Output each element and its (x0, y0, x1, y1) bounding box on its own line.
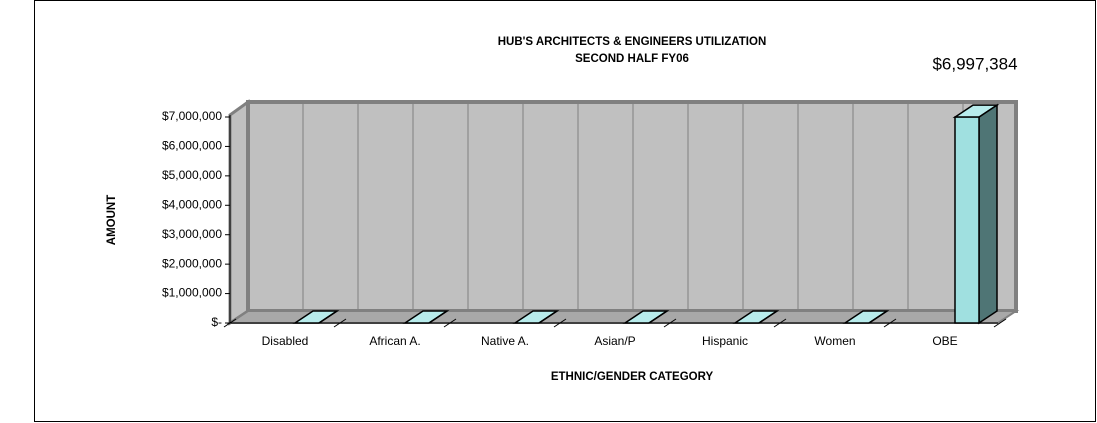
data-label: $6,997,384 (932, 55, 1017, 74)
x-axis-label: ETHNIC/GENDER CATEGORY (551, 371, 714, 383)
x-tick-label: Disabled (262, 334, 309, 348)
bar-side (428, 310, 448, 324)
y-tick-label: $2,000,000 (162, 256, 222, 270)
x-tick (883, 318, 897, 328)
y-tick-label: $7,000,000 (162, 109, 222, 123)
x-tick-label: African A. (369, 334, 420, 348)
bar-side (648, 310, 668, 324)
y-tick-label: $4,000,000 (162, 197, 222, 211)
bar-side (868, 310, 888, 324)
bar-side (538, 310, 558, 324)
x-tick-label: Women (814, 334, 855, 348)
x-tick (993, 318, 1007, 328)
bar-side (978, 103, 998, 325)
y-axis-label: AMOUNT (106, 195, 118, 245)
y-tick-label: $3,000,000 (162, 227, 222, 241)
x-tick (773, 318, 787, 328)
bar (954, 116, 980, 324)
side-wall (228, 99, 250, 326)
x-tick-label: Asian/P (594, 334, 635, 348)
x-tick-label: Hispanic (702, 334, 748, 348)
y-tick-label: $6,000,000 (162, 139, 222, 153)
x-tick-label: OBE (932, 334, 957, 348)
bar-side (758, 310, 778, 324)
bar-side (318, 310, 338, 324)
x-tick (443, 318, 457, 328)
x-tick (223, 318, 237, 328)
x-tick (333, 318, 347, 328)
chart-title: HUB'S ARCHITECTS & ENGINEERS UTILIZATION (498, 36, 767, 48)
chart-subtitle: SECOND HALF FY06 (575, 53, 689, 65)
x-tick-label: Native A. (481, 334, 529, 348)
y-tick-label: $1,000,000 (162, 286, 222, 300)
y-tick-label: $5,000,000 (162, 168, 222, 182)
x-tick (663, 318, 677, 328)
x-tick (553, 318, 567, 328)
floor (226, 310, 1020, 324)
y-tick-label: $- (211, 315, 222, 329)
back-wall (246, 100, 1018, 313)
